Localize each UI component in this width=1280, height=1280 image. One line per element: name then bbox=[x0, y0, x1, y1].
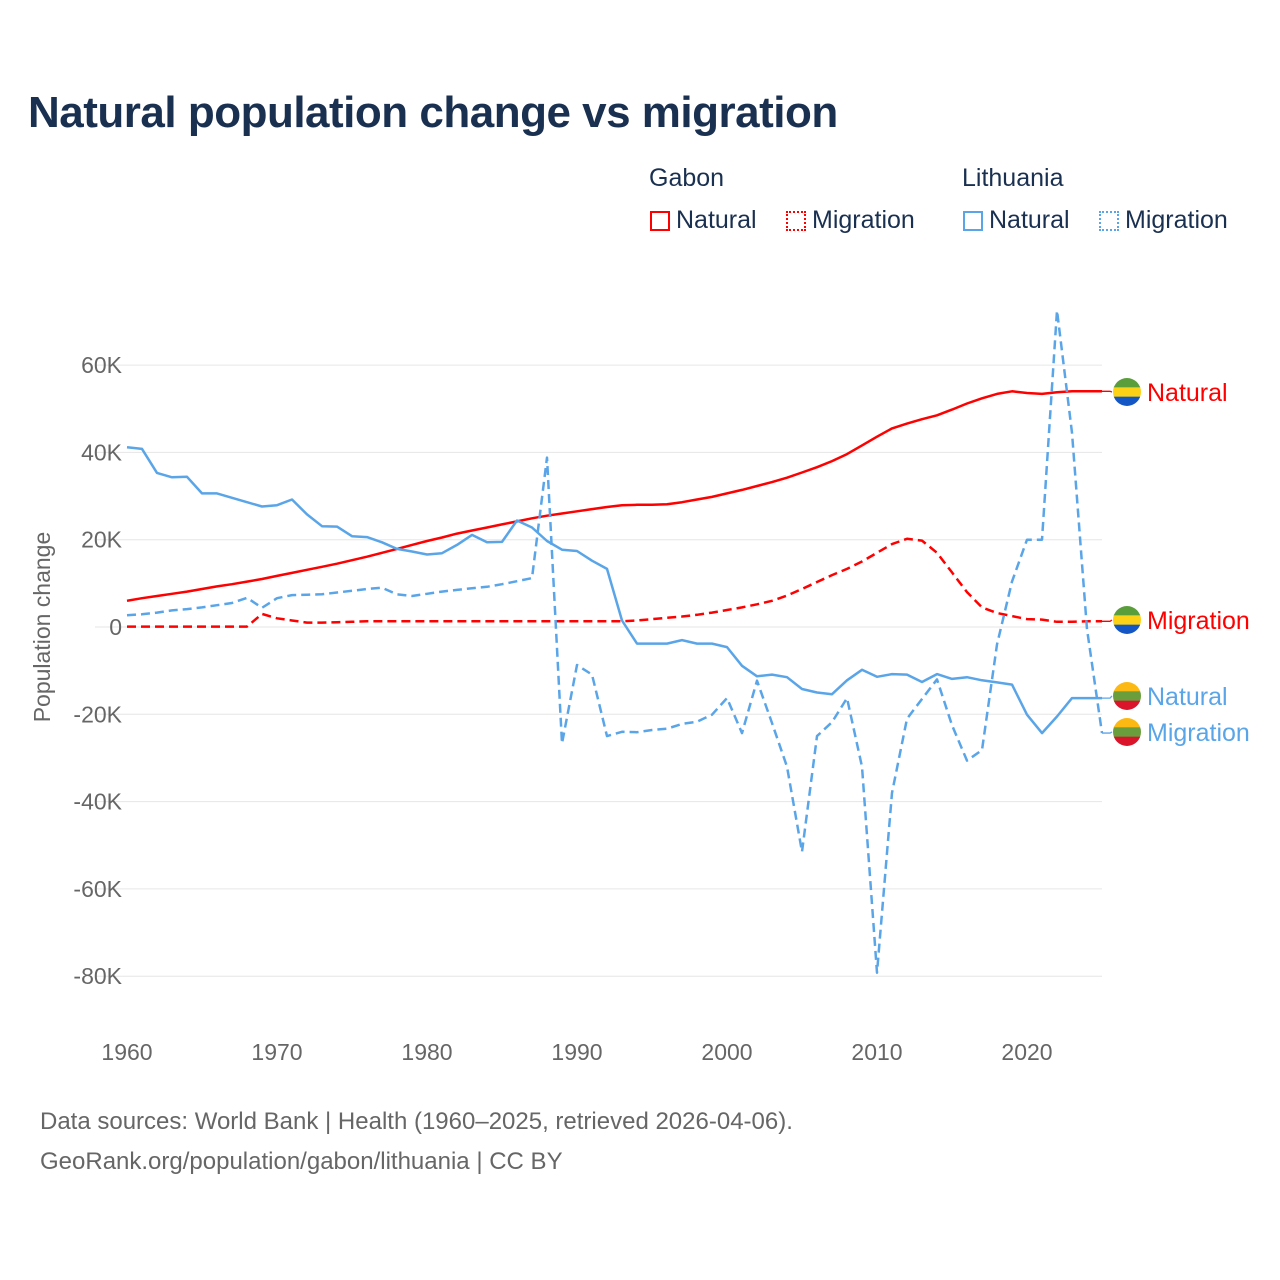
chart-title: Natural population change vs migration bbox=[28, 88, 838, 137]
x-tick-label: 2000 bbox=[701, 1039, 752, 1065]
label-connector bbox=[1102, 390, 1113, 393]
label-connector bbox=[1102, 619, 1113, 622]
x-tick-label: 2020 bbox=[1001, 1039, 1052, 1065]
series-line-gabon-natural bbox=[126, 390, 1102, 603]
lithuania-flag-icon bbox=[1113, 727, 1141, 738]
x-tick-label: 1960 bbox=[101, 1039, 152, 1065]
gabon-flag-icon bbox=[1113, 624, 1141, 634]
y-tick-label: 20K bbox=[81, 527, 123, 553]
gabon-flag-icon bbox=[1113, 606, 1141, 616]
y-axis-label: Population change bbox=[29, 532, 55, 723]
lithuania-flag-icon bbox=[1113, 736, 1141, 746]
legend-label: Migration bbox=[1125, 206, 1228, 234]
gabon-flag-icon bbox=[1113, 378, 1141, 388]
legend-gabon-natural[interactable]: Natural bbox=[650, 206, 757, 235]
legend-swatch-dotted-icon bbox=[786, 210, 806, 231]
footer-sources: Data sources: World Bank | Health (1960–… bbox=[40, 1108, 793, 1135]
x-tick-label: 1970 bbox=[251, 1039, 302, 1065]
legend-lithuania-migration[interactable]: Migration bbox=[1099, 206, 1228, 235]
x-tick-label: 2010 bbox=[851, 1039, 902, 1065]
series-end-label: Natural bbox=[1147, 683, 1228, 711]
x-tick-label: 1990 bbox=[551, 1039, 602, 1065]
label-connector bbox=[1102, 695, 1113, 699]
legend-swatch-solid-icon bbox=[963, 210, 983, 231]
lithuania-flag-icon bbox=[1113, 682, 1141, 692]
series-line-lithuania-natural bbox=[126, 445, 1102, 735]
gabon-flag-icon bbox=[1113, 387, 1141, 398]
y-tick-label: 60K bbox=[81, 352, 123, 378]
label-connector bbox=[1102, 731, 1113, 734]
gabon-flag-icon bbox=[1113, 615, 1141, 626]
legend-swatch-dotted-icon bbox=[1099, 210, 1119, 231]
series-line-lithuania-migration bbox=[126, 309, 1104, 974]
y-tick-label: 40K bbox=[81, 439, 123, 465]
series-end-label: Migration bbox=[1147, 607, 1250, 635]
series-end-label: Natural bbox=[1147, 379, 1228, 407]
legend-group-lithuania: Lithuania bbox=[962, 164, 1064, 192]
lithuania-flag-icon bbox=[1113, 718, 1141, 728]
legend-gabon-migration[interactable]: Migration bbox=[786, 206, 915, 235]
gabon-flag-icon bbox=[1113, 396, 1141, 406]
x-tick-label: 1980 bbox=[401, 1039, 452, 1065]
legend-label: Natural bbox=[989, 206, 1070, 234]
legend-swatch-solid-icon bbox=[650, 210, 670, 231]
lithuania-flag-icon bbox=[1113, 691, 1141, 702]
y-tick-label: 0 bbox=[109, 614, 122, 640]
series-line-gabon-migration bbox=[127, 537, 1102, 628]
y-tick-label: -60K bbox=[73, 876, 122, 902]
y-tick-label: -80K bbox=[73, 963, 122, 989]
y-tick-label: -20K bbox=[73, 701, 122, 727]
y-tick-label: -40K bbox=[73, 789, 122, 815]
legend-group-gabon: Gabon bbox=[649, 164, 725, 192]
legend-lithuania-natural[interactable]: Natural bbox=[963, 206, 1070, 235]
lithuania-flag-icon bbox=[1113, 700, 1141, 710]
footer-attribution: GeoRank.org/population/gabon/lithuania |… bbox=[40, 1148, 563, 1175]
legend-label: Natural bbox=[676, 206, 757, 234]
series-end-label: Migration bbox=[1147, 719, 1250, 747]
legend-label: Migration bbox=[812, 206, 915, 234]
